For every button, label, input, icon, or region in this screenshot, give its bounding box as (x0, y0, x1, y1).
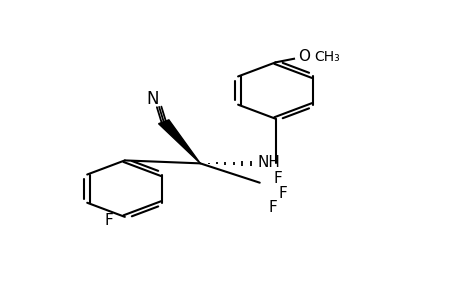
Text: F: F (268, 200, 277, 215)
Text: NH: NH (257, 155, 280, 170)
Text: O: O (298, 50, 310, 64)
Text: N: N (146, 90, 158, 108)
Text: CH₃: CH₃ (314, 50, 340, 64)
Text: F: F (277, 186, 286, 201)
Text: F: F (105, 213, 113, 228)
Polygon shape (158, 120, 200, 164)
Text: F: F (273, 171, 281, 186)
